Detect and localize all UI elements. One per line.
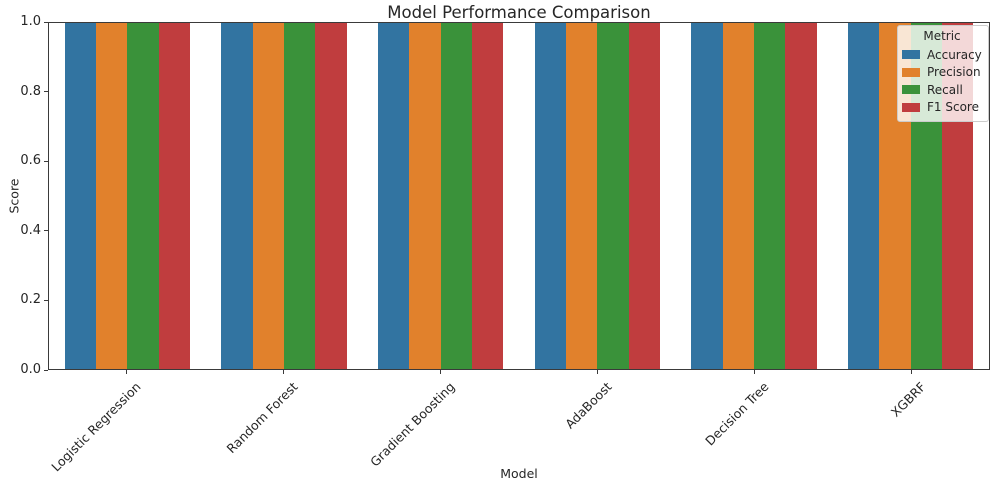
chart-title: Model Performance Comparison xyxy=(387,3,651,22)
legend-label: Recall xyxy=(927,82,963,97)
bar-recall-random-forest xyxy=(284,23,316,369)
bar-accuracy-xgbrf xyxy=(848,23,880,369)
legend-label: Precision xyxy=(927,65,981,80)
bar-f1-score-random-forest xyxy=(315,23,347,369)
bar-precision-decision-tree xyxy=(722,23,754,369)
legend: Metric Accuracy Precision Recall F1 Score xyxy=(897,25,989,122)
bar-accuracy-decision-tree xyxy=(691,23,723,369)
bar-recall-decision-tree xyxy=(754,23,786,369)
legend-swatch-accuracy xyxy=(902,50,920,60)
bar-accuracy-adaboost xyxy=(534,23,566,369)
x-tick-label-xgbrf: XGBRF xyxy=(887,379,929,420)
legend-swatch-recall xyxy=(902,85,920,95)
legend-entries: Accuracy Precision Recall F1 Score xyxy=(902,46,982,116)
x-tick-label-adaboost: AdaBoost xyxy=(561,379,615,432)
legend-label: F1 Score xyxy=(927,100,979,115)
bar-recall-gradient-boosting xyxy=(440,23,472,369)
y-axis-label: Score xyxy=(6,178,22,214)
x-tick-label-decision-tree: Decision Tree xyxy=(701,379,772,449)
bar-precision-adaboost xyxy=(566,23,598,369)
legend-entry-f1-score: F1 Score xyxy=(902,99,982,117)
bar-precision-gradient-boosting xyxy=(409,23,441,369)
x-tick-label-random-forest: Random Forest xyxy=(222,379,301,457)
legend-swatch-precision xyxy=(902,67,920,77)
y-tick-label: 0.6 xyxy=(20,153,41,169)
x-tick-mark xyxy=(753,370,756,374)
bar-f1-score-gradient-boosting xyxy=(472,23,504,369)
bar-recall-logistic-regression xyxy=(127,23,159,369)
plot-area xyxy=(48,22,990,370)
y-tick-mark xyxy=(44,160,48,162)
bar-accuracy-logistic-regression xyxy=(64,23,96,369)
legend-title: Metric xyxy=(923,29,961,43)
x-tick-mark xyxy=(910,370,913,374)
y-tick-mark xyxy=(44,21,48,23)
y-tick-label: 0.2 xyxy=(20,292,41,308)
legend-entry-recall: Recall xyxy=(902,81,982,99)
y-tick-label: 0.0 xyxy=(20,362,41,377)
x-axis-label: Model xyxy=(500,466,538,481)
bar-recall-adaboost xyxy=(597,23,629,369)
bar-precision-logistic-regression xyxy=(96,23,128,369)
bar-f1-score-adaboost xyxy=(628,23,660,369)
x-tick-mark xyxy=(282,370,285,374)
x-tick-mark xyxy=(439,370,442,374)
x-tick-mark xyxy=(125,370,128,374)
y-tick-mark xyxy=(44,369,48,371)
legend-label: Accuracy xyxy=(927,47,982,62)
x-tick-label-logistic-regression: Logistic Regression xyxy=(47,379,144,475)
legend-entry-precision: Precision xyxy=(902,64,982,82)
y-tick-label: 0.4 xyxy=(20,222,41,238)
y-tick-mark xyxy=(44,299,48,302)
bar-accuracy-random-forest xyxy=(221,23,253,369)
legend-entry-accuracy: Accuracy xyxy=(902,46,982,64)
x-tick-label-gradient-boosting: Gradient Boosting xyxy=(366,379,458,470)
legend-swatch-f1-score xyxy=(902,102,920,112)
y-tick-label: 1.0 xyxy=(20,14,41,29)
bar-accuracy-gradient-boosting xyxy=(378,23,410,369)
bar-precision-random-forest xyxy=(252,23,284,369)
y-tick-label: 0.8 xyxy=(20,83,41,99)
x-tick-mark xyxy=(596,370,599,374)
y-tick-mark xyxy=(44,230,48,232)
bar-f1-score-decision-tree xyxy=(785,23,817,369)
y-tick-mark xyxy=(44,91,48,93)
bar-f1-score-logistic-regression xyxy=(158,23,190,369)
